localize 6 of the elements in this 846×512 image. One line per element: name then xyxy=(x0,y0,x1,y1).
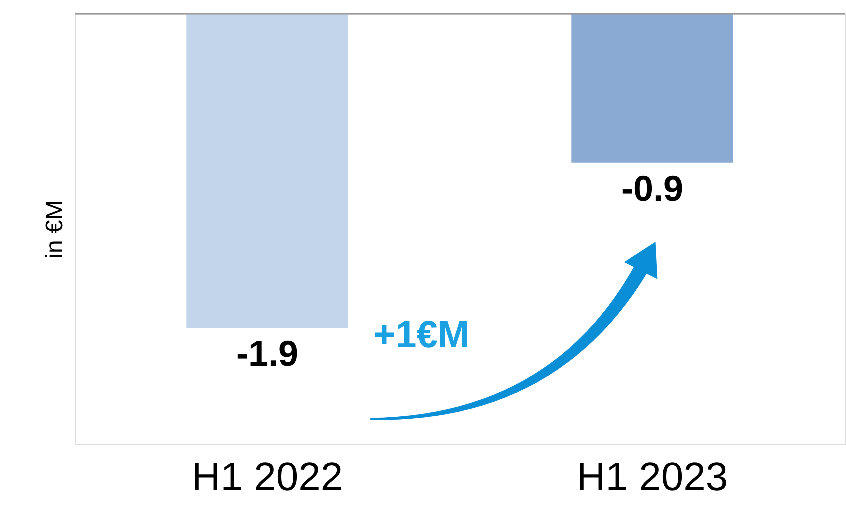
data-label: -1.9 xyxy=(236,333,299,374)
data-label: -0.9 xyxy=(621,168,684,209)
x-tick-label: H1 2022 xyxy=(192,456,344,500)
y-axis-title: in €M xyxy=(42,200,68,259)
x-tick-label: H1 2023 xyxy=(576,456,728,500)
annotation: +1€M xyxy=(373,314,470,356)
